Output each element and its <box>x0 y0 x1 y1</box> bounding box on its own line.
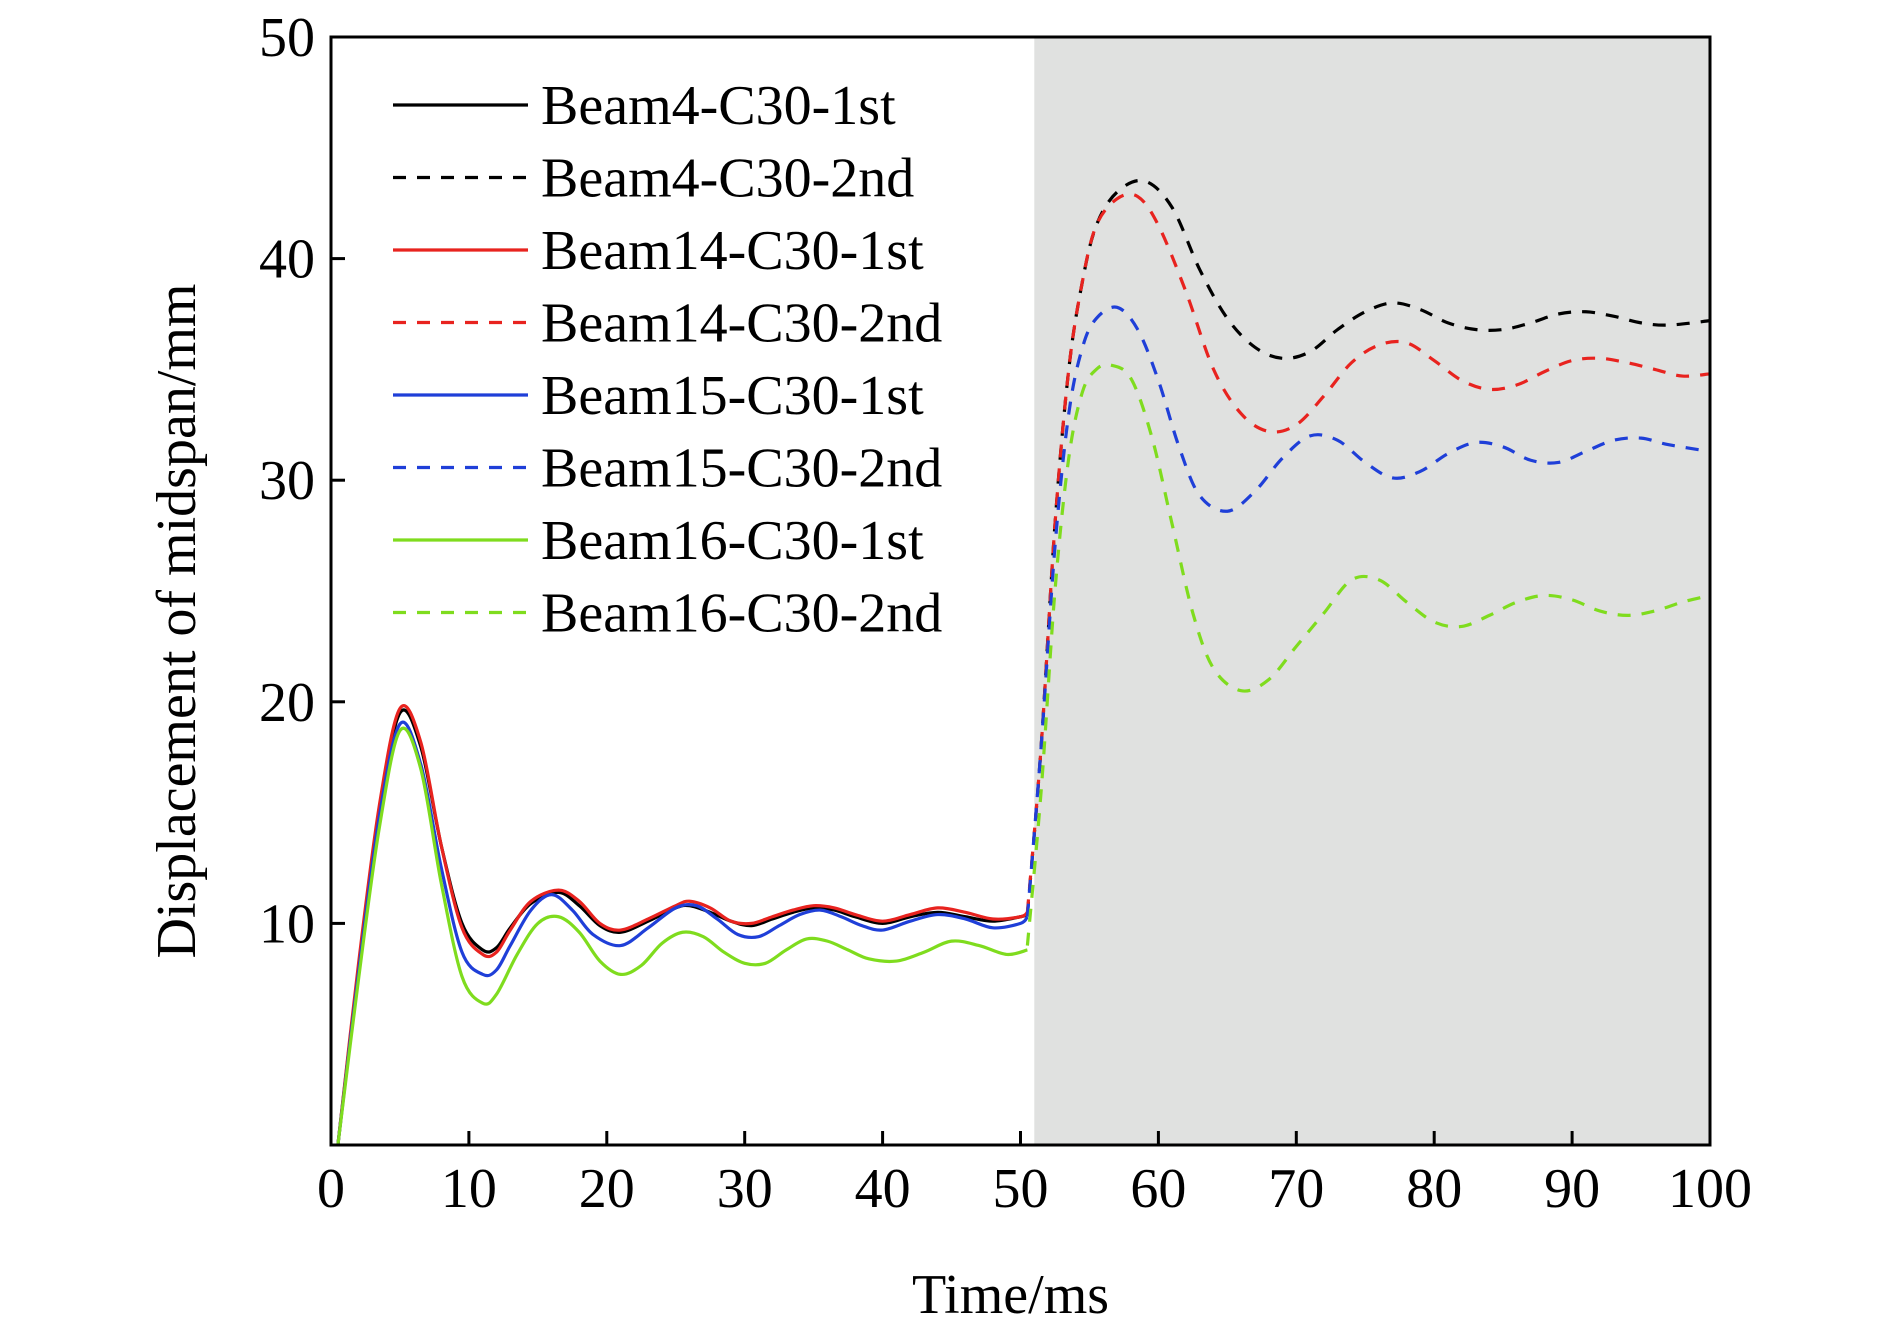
legend-label-beam15-c30-2nd: Beam15-C30-2nd <box>541 438 942 500</box>
series-line-beam16-c30-1st <box>336 726 1028 1146</box>
series-line-beam4-c30-2nd <box>1025 178 1711 915</box>
x-tick-label: 40 <box>855 1158 911 1220</box>
x-tick-label: 60 <box>1130 1158 1186 1220</box>
x-tick-label: 80 <box>1406 1158 1462 1220</box>
ticks-layer: 0 10 20 30 40 50 60 70 80 90 100 10 20 30 40 50 <box>259 7 1752 1220</box>
x-tick-label: 0 <box>317 1158 345 1220</box>
x-axis-label: Time/ms <box>912 1264 1109 1326</box>
legend-label-beam16-c30-2nd: Beam16-C30-2nd <box>541 583 942 645</box>
legend: Beam4-C30-1st Beam4-C30-2nd Beam14-C30-1st… <box>393 75 942 645</box>
legend-label-beam15-c30-1st: Beam15-C30-1st <box>541 365 924 427</box>
x-tick-label: 10 <box>441 1158 497 1220</box>
series-layer <box>336 178 1711 1146</box>
y-tick-label: 50 <box>259 7 315 69</box>
legend-label-beam4-c30-1st: Beam4-C30-1st <box>541 75 896 137</box>
x-tick-label: 50 <box>993 1158 1049 1220</box>
x-tick-label: 70 <box>1268 1158 1324 1220</box>
x-tick-label: 30 <box>717 1158 773 1220</box>
x-tick-label: 90 <box>1544 1158 1600 1220</box>
legend-label-beam14-c30-1st: Beam14-C30-1st <box>541 220 924 282</box>
legend-label-beam4-c30-2nd: Beam4-C30-2nd <box>541 148 914 210</box>
series-line-beam16-c30-2nd <box>1025 362 1711 946</box>
series-line-beam15-c30-2nd <box>1025 305 1711 917</box>
y-tick-label: 40 <box>259 229 315 291</box>
x-tick-label: 20 <box>579 1158 635 1220</box>
y-tick-label: 10 <box>259 893 315 955</box>
y-tick-label: 20 <box>259 672 315 734</box>
series-line-beam14-c30-1st <box>336 704 1029 1146</box>
legend-label-beam16-c30-1st: Beam16-C30-1st <box>541 510 924 572</box>
y-tick-label: 30 <box>259 450 315 512</box>
legend-label-beam14-c30-2nd: Beam14-C30-2nd <box>541 293 942 355</box>
x-tick-label: 100 <box>1668 1158 1752 1220</box>
shaded-region <box>1034 37 1710 1145</box>
y-axis-label: Displacement of midspan/mm <box>146 284 208 959</box>
